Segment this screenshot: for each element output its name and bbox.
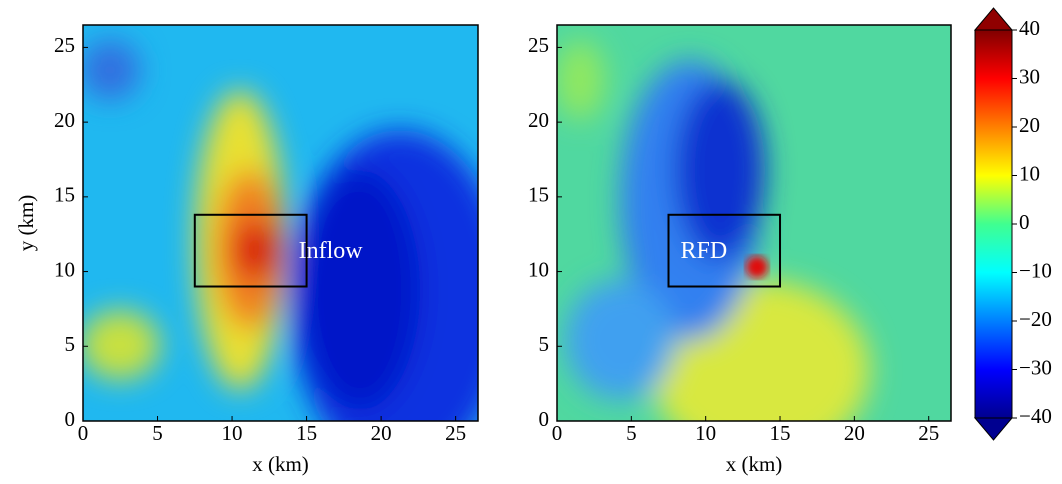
- y-tick-label: 0: [65, 407, 76, 431]
- x-tick-label: 10: [222, 421, 243, 445]
- x-tick-label: 5: [626, 421, 637, 445]
- field-image: [83, 25, 478, 421]
- plot-frame: [82, 24, 479, 422]
- colorbar-tick-label: −10: [1019, 258, 1052, 282]
- y-tick-label: 0: [539, 407, 550, 431]
- x-tick-label: 25: [918, 421, 939, 445]
- y-tick-label: 5: [539, 332, 550, 356]
- x-tick-label: 15: [296, 421, 317, 445]
- colorbar-tick-label: 40: [1019, 16, 1040, 40]
- y-axis-label: y (km): [14, 195, 38, 252]
- colorbar-scale: [975, 30, 1012, 418]
- colorbar-tick-label: 20: [1019, 113, 1040, 137]
- y-tick-label: 5: [65, 332, 76, 356]
- colorbar-tick-label: −40: [1019, 404, 1052, 428]
- x-tick-label: 0: [78, 421, 89, 445]
- colorbar-extend: [973, 417, 1014, 441]
- x-tick-label: 5: [152, 421, 163, 445]
- y-tick-label: 25: [528, 33, 549, 57]
- y-tick-label: 10: [54, 257, 75, 281]
- colorbar-tick-label: 30: [1019, 64, 1040, 88]
- colorbar-tick-label: 10: [1019, 161, 1040, 185]
- x-tick-label: 25: [445, 421, 466, 445]
- x-tick-label: 0: [552, 421, 563, 445]
- colorbar-extend: [973, 7, 1014, 31]
- field-image: [557, 25, 951, 421]
- y-tick-label: 15: [54, 183, 75, 207]
- y-tick-label: 20: [54, 108, 75, 132]
- y-tick-label: 25: [54, 33, 75, 57]
- colorbar-tick-label: −20: [1019, 307, 1052, 331]
- y-tick-label: 10: [528, 257, 549, 281]
- region-box: [193, 213, 308, 288]
- plot-frame: [556, 24, 952, 422]
- y-tick-label: 20: [528, 108, 549, 132]
- x-axis-label: x (km): [252, 452, 309, 476]
- x-tick-label: 20: [844, 421, 865, 445]
- annotation: RFD: [681, 238, 728, 264]
- colorbar-tick-label: −30: [1019, 355, 1052, 379]
- annotation: Inflow: [299, 238, 364, 264]
- colorbar-tick-label: 0: [1019, 210, 1030, 234]
- x-tick-label: 10: [695, 421, 716, 445]
- x-axis-label: x (km): [726, 452, 783, 476]
- region-box: [667, 213, 782, 288]
- x-tick-label: 20: [371, 421, 392, 445]
- y-tick-label: 15: [528, 183, 549, 207]
- x-tick-label: 15: [770, 421, 791, 445]
